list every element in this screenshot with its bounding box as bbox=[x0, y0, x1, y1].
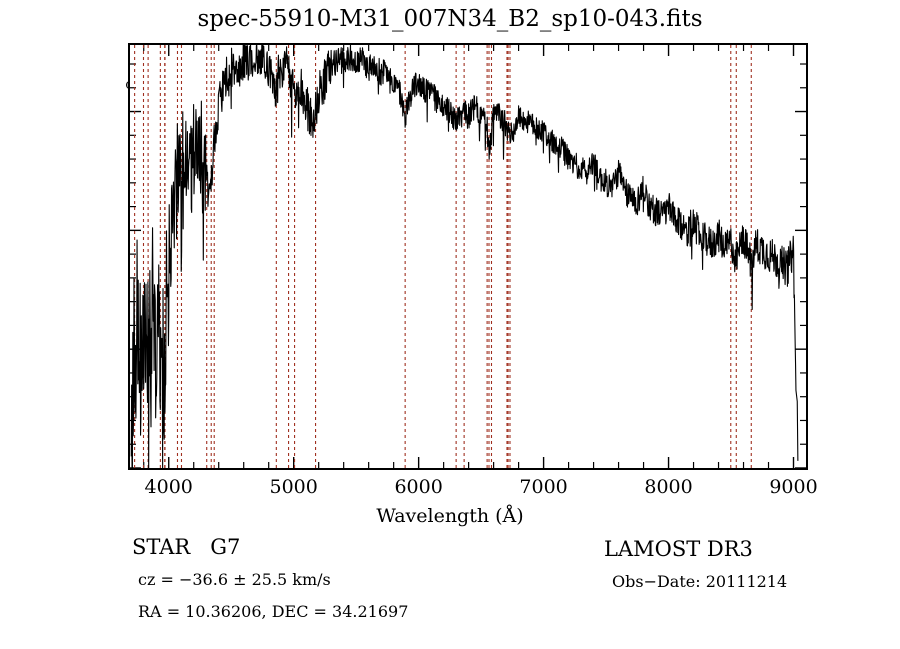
x-tick-label: 6000 bbox=[394, 476, 443, 498]
x-tick-label: 9000 bbox=[769, 476, 818, 498]
coordinates: RA = 10.36206, DEC = 34.21697 bbox=[138, 602, 409, 621]
object-class-and-type: STAR G7 bbox=[132, 535, 240, 559]
x-tick-label: 7000 bbox=[519, 476, 568, 498]
radial-velocity: cz = −36.6 ± 25.5 km/s bbox=[138, 570, 331, 589]
plot-frame bbox=[128, 43, 808, 470]
x-axis-label: Wavelength (Å) bbox=[376, 505, 524, 527]
x-tick-label: 8000 bbox=[644, 476, 693, 498]
axis-ticks bbox=[130, 45, 806, 468]
spectrum-plot-svg bbox=[130, 45, 806, 468]
spectrum-trace bbox=[130, 45, 799, 468]
obs-date: Obs−Date: 20111214 bbox=[612, 572, 788, 591]
survey-label: LAMOST DR3 bbox=[604, 537, 753, 561]
x-tick-label: 5000 bbox=[269, 476, 318, 498]
plot-area bbox=[130, 45, 806, 468]
x-tick-label: 4000 bbox=[144, 476, 193, 498]
spectral-line-markers bbox=[134, 45, 752, 468]
spectral-type: G7 bbox=[210, 535, 241, 559]
object-class: STAR bbox=[132, 535, 191, 559]
page-title: spec-55910-M31_007N34_B2_sp10-043.fits bbox=[197, 6, 703, 32]
